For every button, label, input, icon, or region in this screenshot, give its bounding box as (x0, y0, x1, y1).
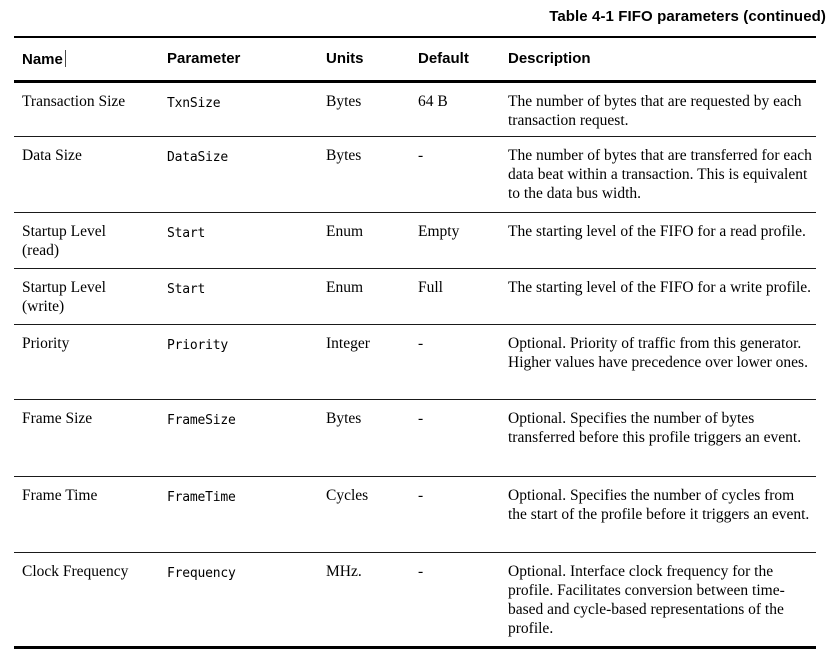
cell-parameter: DataSize (167, 136, 326, 213)
table-caption: Table 4-1 FIFO parameters (continued) (549, 8, 826, 25)
cell-units: Enum (326, 212, 418, 269)
column-header-description: Description (508, 37, 816, 83)
cell-units: Bytes (326, 81, 418, 137)
cell-description: The number of bytes that are transferred… (508, 136, 816, 213)
cell-name: Priority (14, 324, 167, 400)
cell-default: Full (418, 268, 508, 325)
cell-parameter: Frequency (167, 552, 326, 649)
table-row: Clock Frequency Frequency MHz. - Optiona… (14, 552, 816, 649)
cell-name: Startup Level (write) (14, 268, 167, 325)
column-header-units: Units (326, 37, 418, 83)
table-row: Priority Priority Integer - Optional. Pr… (14, 324, 816, 400)
fifo-parameters-table: Name Parameter Units Default Description… (14, 36, 816, 649)
cell-name: Startup Level (read) (14, 212, 167, 269)
table-body: Transaction Size TxnSize Bytes 64 B The … (14, 81, 816, 649)
cell-description: Optional. Priority of traffic from this … (508, 324, 816, 400)
cell-default: - (418, 552, 508, 649)
cell-default: Empty (418, 212, 508, 269)
cell-name: Frame Time (14, 476, 167, 553)
cell-parameter: FrameSize (167, 399, 326, 477)
cell-units: Cycles (326, 476, 418, 553)
cell-default: 64 B (418, 81, 508, 137)
table-row: Startup Level (write) Start Enum Full Th… (14, 268, 816, 325)
cell-description: Optional. Specifies the number of bytes … (508, 399, 816, 477)
table-row: Data Size DataSize Bytes - The number of… (14, 136, 816, 213)
cell-default: - (418, 136, 508, 213)
cell-units: MHz. (326, 552, 418, 649)
cell-description: Optional. Interface clock frequency for … (508, 552, 816, 649)
cell-parameter: Start (167, 212, 326, 269)
table-header: Name Parameter Units Default Description (14, 37, 816, 83)
column-header-parameter: Parameter (167, 37, 326, 83)
cell-default: - (418, 399, 508, 477)
cell-parameter: FrameTime (167, 476, 326, 553)
cell-units: Enum (326, 268, 418, 325)
cell-description: The starting level of the FIFO for a wri… (508, 268, 816, 325)
column-header-name-label: Name (22, 51, 63, 68)
header-row: Name Parameter Units Default Description (14, 37, 816, 83)
table-row: Transaction Size TxnSize Bytes 64 B The … (14, 81, 816, 137)
column-header-name: Name (14, 37, 167, 83)
cell-name: Clock Frequency (14, 552, 167, 649)
table-row: Frame Time FrameTime Cycles - Optional. … (14, 476, 816, 553)
cell-description: Optional. Specifies the number of cycles… (508, 476, 816, 553)
table-row: Frame Size FrameSize Bytes - Optional. S… (14, 399, 816, 477)
cell-parameter: TxnSize (167, 81, 326, 137)
cell-name: Transaction Size (14, 81, 167, 137)
text-cursor-caret (64, 50, 67, 67)
cell-units: Bytes (326, 399, 418, 477)
column-header-default: Default (418, 37, 508, 83)
cell-name: Frame Size (14, 399, 167, 477)
cell-units: Bytes (326, 136, 418, 213)
cell-parameter: Start (167, 268, 326, 325)
cell-default: - (418, 476, 508, 553)
cell-parameter: Priority (167, 324, 326, 400)
cell-description: The starting level of the FIFO for a rea… (508, 212, 816, 269)
cell-description: The number of bytes that are requested b… (508, 81, 816, 137)
cell-units: Integer (326, 324, 418, 400)
cell-default: - (418, 324, 508, 400)
cell-name: Data Size (14, 136, 167, 213)
table-row: Startup Level (read) Start Enum Empty Th… (14, 212, 816, 269)
